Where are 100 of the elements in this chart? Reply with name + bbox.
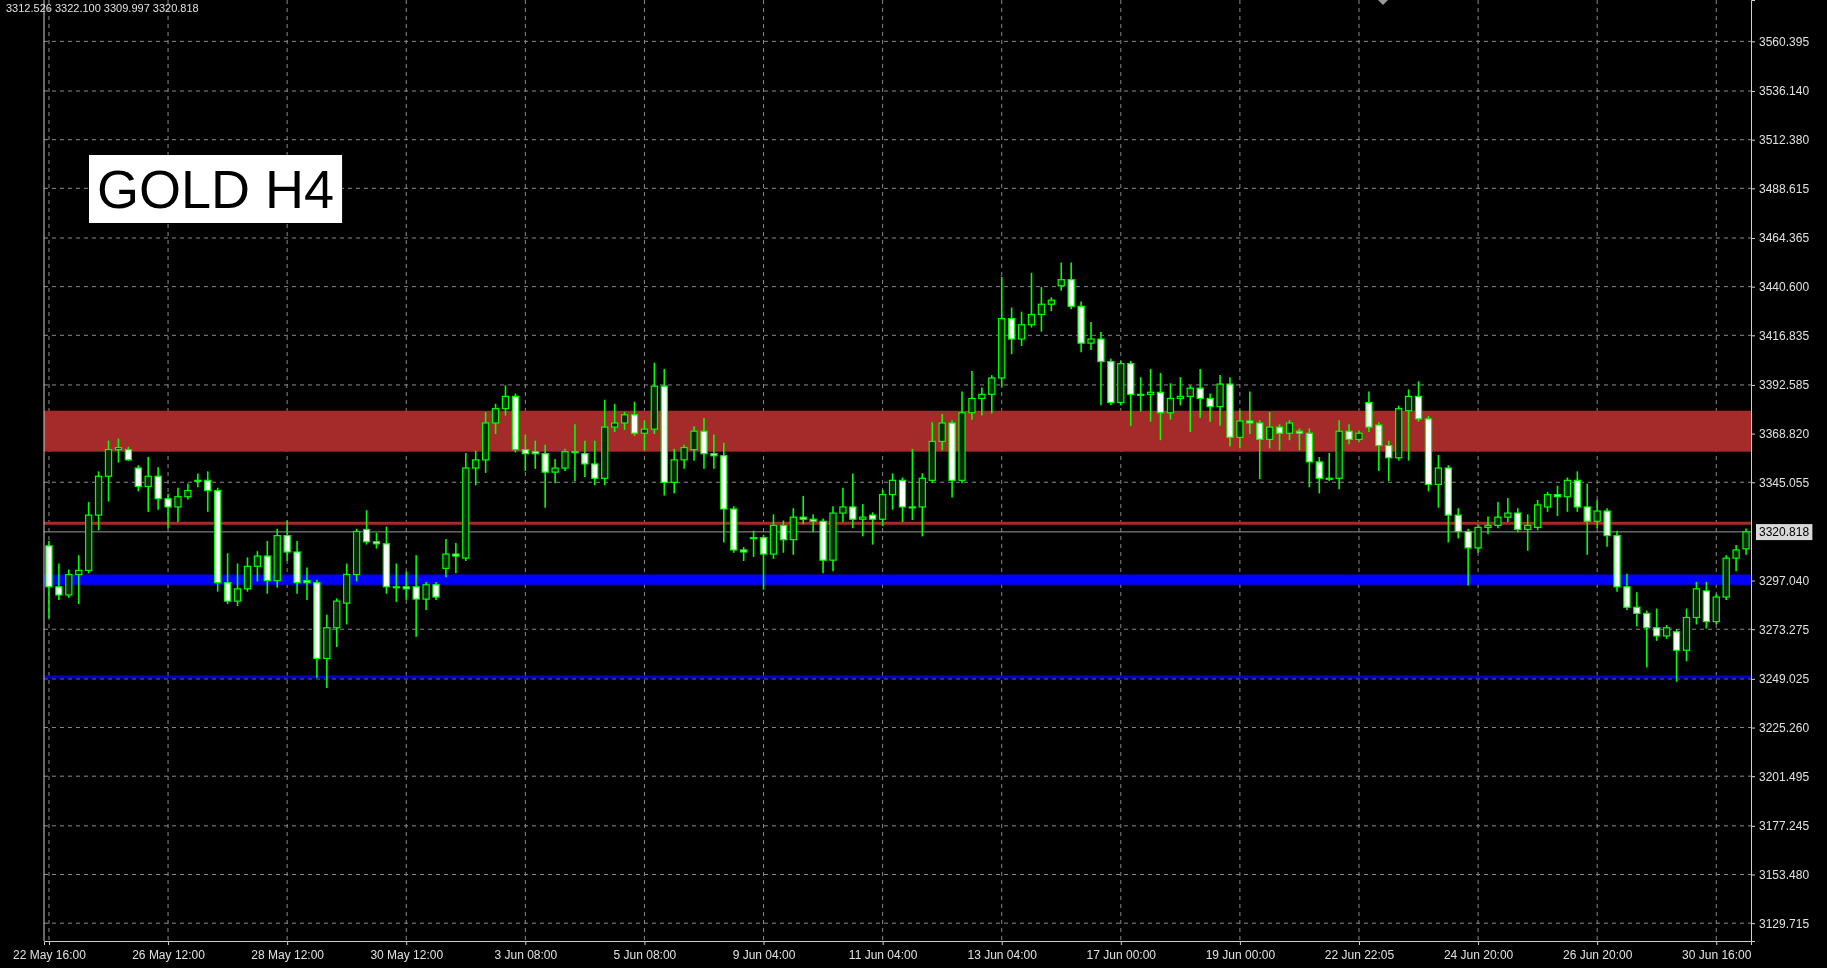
candlestick (1543, 491, 1552, 512)
candlestick (491, 403, 500, 435)
candlestick (670, 448, 678, 494)
candlestick (1454, 508, 1462, 539)
candlestick (1275, 424, 1284, 451)
candlestick (1057, 262, 1065, 291)
x-tick-label: 26 Jun 20:00 (1562, 947, 1633, 962)
candlestick (1643, 610, 1651, 668)
x-tick-label: 26 May 12:00 (132, 947, 206, 962)
candlestick (988, 375, 996, 414)
x-tick-label: 30 May 12:00 (370, 947, 444, 962)
candlestick (472, 450, 480, 486)
candlestick (1484, 516, 1492, 535)
candlestick (1325, 452, 1333, 482)
y-tick-label: 3225.260 (1759, 720, 1810, 735)
candlestick (1732, 545, 1740, 572)
candlestick (1097, 332, 1105, 406)
candlestick (1236, 409, 1244, 449)
candlestick (1553, 485, 1562, 516)
x-tick-label: 17 Jun 00:00 (1086, 947, 1157, 962)
candlestick (859, 504, 867, 537)
candlestick (1563, 477, 1572, 512)
candlestick (541, 444, 549, 508)
candlestick (521, 434, 530, 471)
y-tick-label: 3464.365 (1759, 231, 1810, 246)
x-tick-label: 13 Jun 04:00 (967, 947, 1038, 962)
candlestick (1474, 524, 1482, 553)
candlestick (759, 534, 768, 590)
candlestick (134, 465, 142, 492)
candlestick (75, 555, 83, 604)
y-tick-label: 3201.495 (1759, 769, 1810, 784)
candlestick (1494, 502, 1502, 529)
y-tick-label: 3440.600 (1759, 279, 1810, 294)
y-tick-label: 3177.245 (1759, 819, 1810, 834)
candlestick (1742, 528, 1750, 555)
candlestick (253, 551, 262, 582)
candlestick (1087, 321, 1095, 351)
candlestick (55, 563, 63, 600)
y-tick-label: 3297.040 (1759, 573, 1810, 588)
y-tick-label: 3416.835 (1759, 328, 1810, 343)
candlestick (422, 581, 430, 611)
y-tick-label: 3560.395 (1759, 34, 1810, 49)
candlestick (1176, 377, 1185, 406)
candlestick (968, 371, 976, 420)
candlestick (1464, 528, 1472, 586)
candlestick (581, 440, 589, 478)
candlestick (501, 385, 510, 416)
candlestick (551, 459, 559, 484)
candlestick (223, 553, 232, 604)
candlestick (114, 438, 123, 463)
candlestick (1017, 311, 1026, 346)
x-tick-label: 24 Jun 20:00 (1443, 947, 1514, 962)
candlestick (1434, 454, 1443, 508)
candlestick (630, 401, 639, 437)
candlestick (799, 495, 807, 525)
x-tick-label: 19 Jun 00:00 (1205, 947, 1276, 962)
candlestick (243, 557, 252, 592)
y-tick-label: 3536.140 (1759, 84, 1810, 99)
candlestick (1593, 500, 1601, 529)
candlestick (1037, 287, 1046, 332)
candlestick (194, 473, 202, 488)
y-tick-label: 3273.275 (1759, 622, 1810, 637)
candlestick (1166, 383, 1175, 420)
y-tick-label: 3153.480 (1759, 867, 1810, 882)
candlestick (809, 514, 817, 533)
candlestick (1256, 420, 1264, 480)
y-tick-label: 3129.715 (1759, 916, 1810, 931)
candlestick (749, 530, 758, 557)
y-tick-label: 3512.380 (1759, 133, 1810, 148)
candlestick (1672, 628, 1681, 682)
y-tick-label: 3488.615 (1759, 181, 1810, 196)
x-tick-label: 28 May 12:00 (251, 947, 325, 962)
candlestick (1265, 411, 1274, 449)
candlestick (571, 424, 579, 482)
candlestick (144, 457, 152, 512)
candlestick (154, 467, 162, 510)
y-tick-label: 3345.055 (1759, 475, 1810, 490)
candlestick (1404, 389, 1413, 461)
candlestick (402, 571, 410, 600)
candlestick (978, 387, 986, 416)
candlestick (888, 473, 897, 510)
ref-line-label: 3320.818 (1759, 525, 1810, 540)
candlestick (174, 487, 182, 523)
candlestick (392, 563, 400, 602)
candlestick (591, 440, 599, 486)
candlestick (1414, 381, 1423, 422)
candlestick (1504, 497, 1512, 523)
y-tick-label: 3368.820 (1759, 426, 1810, 441)
candlestick (1375, 422, 1383, 471)
candlestick (1295, 428, 1304, 451)
candlestick (531, 440, 539, 469)
candlestick (362, 510, 371, 545)
candlestick (938, 414, 946, 451)
y-tick-label: 3392.585 (1759, 378, 1810, 393)
candlestick (1136, 377, 1145, 412)
x-tick-label: 30 Jun 16:00 (1682, 947, 1752, 962)
text: GOLD H4 (97, 159, 335, 219)
x-tick-label: 5 Jun 08:00 (613, 947, 677, 962)
candlestick (839, 487, 847, 523)
candlestick (412, 555, 420, 637)
